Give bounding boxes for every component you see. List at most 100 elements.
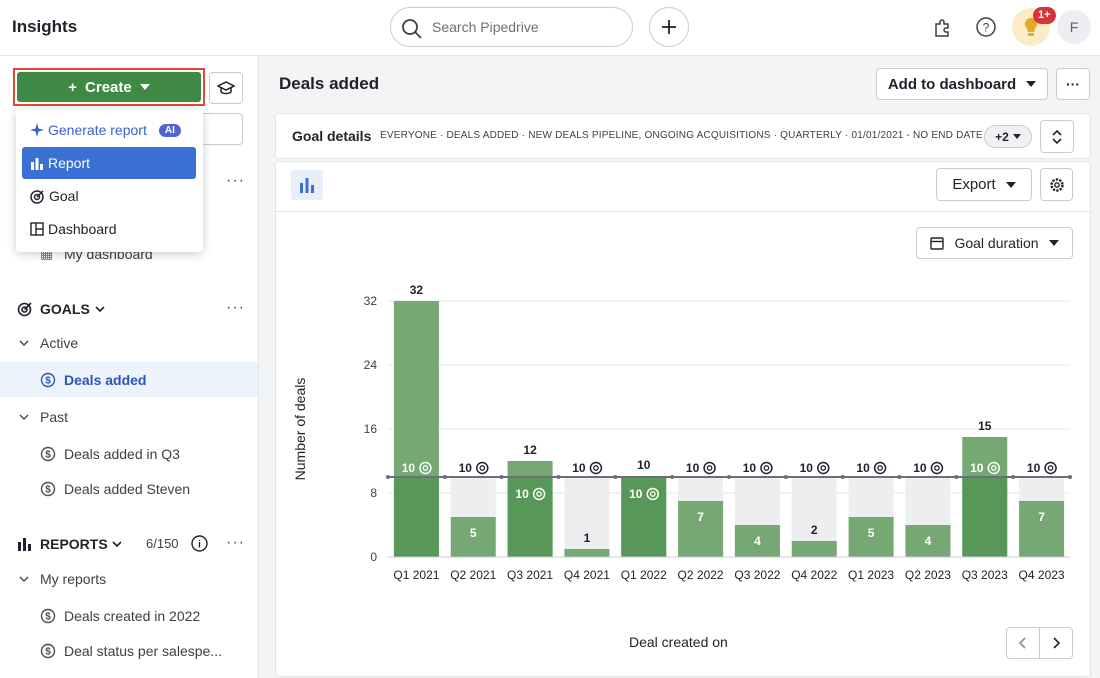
bar (1019, 501, 1065, 557)
sidebar-search-input[interactable] (200, 113, 243, 145)
svg-text:$: $ (45, 611, 51, 622)
svg-text:?: ? (983, 21, 990, 35)
app-title: Insights (12, 17, 78, 36)
extensions-puzzle-icon[interactable] (929, 13, 957, 41)
chevron-right-icon (1053, 637, 1060, 649)
goal-duration-select[interactable]: Goal duration (916, 227, 1073, 259)
goal-line-marker (1068, 475, 1072, 479)
goals-section-header[interactable]: GOALS (0, 291, 258, 326)
my-reports-label: My reports (40, 570, 107, 587)
menu-item-label: Dashboard (48, 221, 117, 237)
export-button[interactable]: Export (936, 168, 1032, 201)
goal-label: 10 (515, 487, 529, 501)
goal-label: 10 (572, 461, 586, 475)
chevron-left-icon (1018, 637, 1026, 649)
goals-past-group[interactable]: Past (0, 399, 258, 434)
goal-details-card: Goal details EVERYONE · DEALS ADDED · NE… (275, 113, 1091, 159)
dashboards-more-icon[interactable]: ··· (226, 172, 245, 189)
sidebar-item-report[interactable]: $ Deal status per salespe... (0, 633, 258, 668)
goal-label: 10 (913, 461, 927, 475)
target-icon (532, 487, 546, 501)
sidebar-item-past-goal[interactable]: $ Deals added Steven (0, 471, 258, 506)
x-tick-label: Q1 2022 (621, 568, 667, 582)
menu-item-report[interactable]: Report (22, 147, 196, 179)
quick-add-button[interactable] (649, 7, 689, 47)
goal-line-marker (727, 475, 731, 479)
bar-chart-icon (18, 537, 31, 551)
create-button[interactable]: + Create (17, 72, 201, 102)
dollar-circle-icon: $ (40, 372, 56, 387)
chevron-down-icon (19, 575, 29, 582)
goal-label: 10 (402, 461, 416, 475)
x-tick-label: Q4 2022 (791, 568, 837, 582)
sidebar-item-report[interactable]: $ Deals created in 2022 (0, 598, 258, 633)
reports-section-header[interactable]: REPORTS 6/150 i (0, 526, 258, 561)
svg-text:i: i (198, 540, 201, 551)
x-tick-label: Q3 2021 (507, 568, 553, 582)
y-tick-label: 0 (370, 550, 377, 564)
caret-down-icon (1012, 134, 1021, 139)
my-reports-group[interactable]: My reports (0, 561, 258, 596)
x-tick-label: Q4 2023 (1019, 568, 1065, 582)
create-dropdown-menu: Generate report AI Report Goal Dashboard (16, 110, 203, 252)
goal-line-marker (840, 475, 845, 479)
data-label: 7 (697, 510, 704, 524)
top-bar: Insights Search Pipedrive ? 1+ F (0, 0, 1100, 56)
more-filters-pill[interactable]: +2 (984, 125, 1032, 148)
add-to-dashboard-button[interactable]: Add to dashboard (876, 68, 1048, 100)
y-tick-label: 8 (370, 486, 377, 500)
reports-count: 6/150 (146, 536, 179, 551)
caret-down-icon (1048, 240, 1059, 246)
next-page-button[interactable] (1040, 628, 1073, 658)
expand-collapse-button[interactable] (1040, 120, 1074, 153)
target-icon (17, 301, 32, 316)
target-icon-inner (649, 491, 656, 497)
active-label: Active (40, 334, 79, 351)
avatar[interactable]: F (1057, 10, 1091, 44)
info-icon[interactable]: i (191, 535, 208, 552)
goal-label: 10 (800, 461, 814, 475)
sidebar-item-past-goal[interactable]: $ Deals added in Q3 (0, 436, 258, 471)
goal-line-marker (613, 475, 618, 479)
menu-item-generate-report[interactable]: Generate report AI (22, 114, 196, 146)
previous-page-button[interactable] (1007, 628, 1040, 658)
target-icon-inner (593, 465, 599, 471)
dollar-circle-icon: $ (40, 446, 56, 461)
data-label: 7 (1038, 510, 1045, 524)
goals-active-group[interactable]: Active (0, 325, 258, 360)
goal-label: 10 (970, 461, 984, 475)
search-input[interactable]: Search Pipedrive (390, 7, 633, 47)
menu-item-dashboard[interactable]: Dashboard (22, 213, 196, 245)
sidebar-item-deals-added[interactable]: $ Deals added (0, 362, 258, 397)
button-label: Goal duration (954, 235, 1039, 251)
help-icon[interactable]: ? (972, 13, 1000, 41)
ellipsis-icon: ··· (1066, 76, 1080, 92)
target-icon-inner (1047, 465, 1054, 471)
chevron-down-icon (95, 305, 105, 312)
y-tick-label: 24 (364, 358, 378, 372)
gear-icon (1049, 177, 1064, 192)
chart-type-button[interactable] (291, 170, 323, 200)
goal-line-marker (954, 475, 959, 479)
bar (678, 501, 724, 557)
dollar-circle-icon: $ (40, 608, 56, 623)
academy-button[interactable] (209, 72, 243, 104)
chart-settings-button[interactable] (1040, 168, 1073, 201)
target-icon-inner (877, 465, 883, 471)
x-axis-label: Deal created on (629, 634, 728, 650)
calendar-icon (930, 237, 945, 250)
caret-down-icon (139, 84, 150, 90)
x-tick-label: Q3 2022 (734, 568, 780, 582)
goal-label: 10 (459, 461, 473, 475)
goal-remainder-bar (564, 477, 610, 557)
target-icon (703, 461, 716, 475)
menu-item-goal[interactable]: Goal (22, 180, 196, 212)
goal-label: 10 (1027, 461, 1041, 475)
chevron-down-icon (19, 413, 29, 420)
goal-label: 10 (629, 487, 643, 501)
target-icon-inner (479, 465, 486, 471)
goals-more-icon[interactable]: ··· (226, 299, 245, 316)
reports-more-icon[interactable]: ··· (226, 534, 245, 551)
bar (848, 517, 894, 557)
more-options-button[interactable]: ··· (1056, 68, 1090, 100)
